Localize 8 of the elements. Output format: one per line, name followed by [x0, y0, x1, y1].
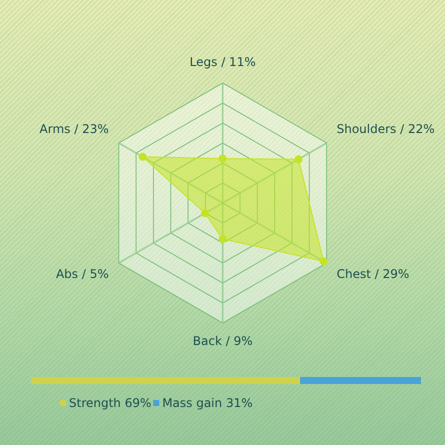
- legend-label: Mass gain 31%: [162, 396, 253, 410]
- spoke-label: Abs / 5%: [56, 267, 109, 281]
- spoke-label: Shoulders / 22%: [336, 122, 435, 136]
- spoke-label: Chest / 29%: [336, 267, 410, 281]
- legend-label: Strength 69%: [69, 396, 152, 410]
- spoke-label: Arms / 23%: [40, 122, 109, 136]
- spoke-label: Back / 9%: [192, 334, 253, 348]
- spoke-label: Legs / 11%: [190, 55, 256, 69]
